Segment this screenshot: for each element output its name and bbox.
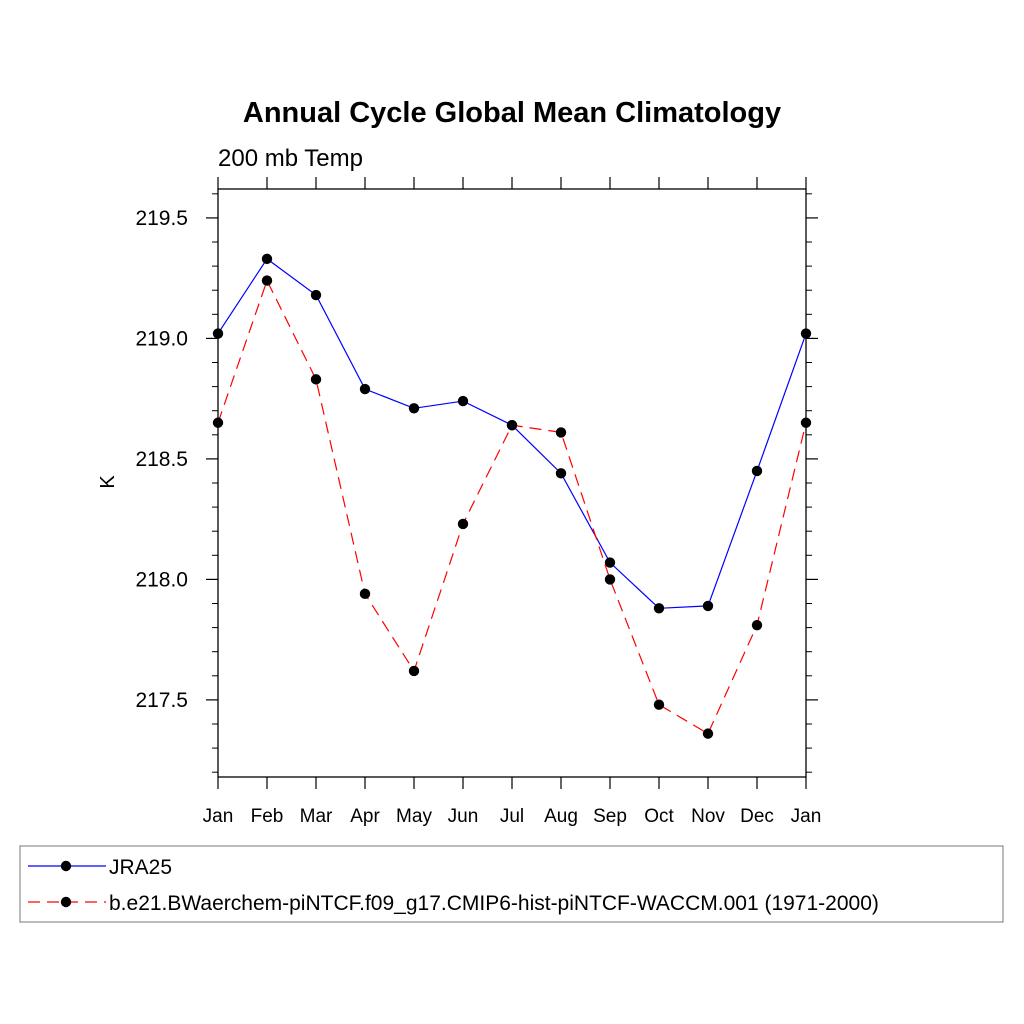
y-tick-label: 217.5 <box>135 689 188 712</box>
data-point <box>457 395 469 407</box>
series-line <box>217 279 807 735</box>
x-tick-label: Apr <box>350 806 380 827</box>
data-point <box>555 427 567 438</box>
chart-title: Annual Cycle Global Mean Climatology <box>243 97 781 129</box>
y-axis: 217.5 218.0 218.5 219.0 219.5 <box>135 193 818 773</box>
data-point <box>506 419 518 431</box>
data-point <box>359 383 371 395</box>
data-point <box>408 665 420 677</box>
x-tick-label: Mar <box>300 806 333 827</box>
series-line <box>217 258 807 609</box>
x-tick-label: Nov <box>691 806 725 827</box>
data-point <box>702 728 714 739</box>
legend-marker <box>60 860 72 872</box>
plot-border <box>217 188 807 778</box>
x-tick-label: May <box>396 806 432 827</box>
data-point <box>653 699 665 710</box>
data-point <box>800 328 812 339</box>
data-point <box>604 574 616 585</box>
legend-label: JRA25 <box>109 856 172 879</box>
data-point <box>212 328 224 339</box>
legend-marker <box>60 896 72 908</box>
data-point <box>653 603 665 614</box>
x-tick-label: Jul <box>500 806 524 827</box>
data-point <box>261 275 273 286</box>
data-point <box>702 600 714 612</box>
data-point <box>359 588 371 600</box>
data-point <box>800 417 812 428</box>
x-tick-label: Sep <box>593 806 627 827</box>
x-axis: Jan Feb Mar Apr May Jun Jul Aug Sep Oct Nov Dec Jan <box>203 177 822 827</box>
plot-frame <box>217 188 807 778</box>
data-point <box>212 417 224 428</box>
legend-item: JRA25 <box>28 856 172 879</box>
data-point <box>604 557 616 568</box>
y-tick-label: 219.5 <box>135 207 188 230</box>
x-tick-label: Jan <box>203 806 234 827</box>
x-tick-label: Aug <box>544 806 578 827</box>
series-2 <box>212 275 812 739</box>
data-point <box>261 253 273 265</box>
y-tick-label: 218.0 <box>135 568 188 591</box>
x-tick-label: Jun <box>448 806 479 827</box>
legend-label: b.e21.BWaerchem-piNTCF.f09_g17.CMIP6-his… <box>109 892 879 915</box>
data-point <box>457 518 469 530</box>
series-layer <box>212 253 812 739</box>
legend-box <box>19 845 1004 923</box>
legend: JRA25 b.e21.BWaerchem-piNTCF.f09_g17.CMIP… <box>19 845 1004 923</box>
x-tick-label: Oct <box>644 806 674 827</box>
x-tick-label: Dec <box>740 806 774 827</box>
chart-subtitle: 200 mb Temp <box>218 145 363 172</box>
legend-item: b.e21.BWaerchem-piNTCF.f09_g17.CMIP6-his… <box>28 892 879 915</box>
series-1 <box>212 253 812 614</box>
y-tick-label: 219.0 <box>135 327 188 350</box>
data-point <box>751 465 763 477</box>
data-point <box>408 403 420 414</box>
data-point <box>310 374 322 385</box>
x-tick-label: Jan <box>791 806 822 827</box>
x-tick-label: Feb <box>251 806 284 827</box>
y-axis-label: K <box>97 475 119 489</box>
data-point <box>310 289 322 301</box>
data-point <box>555 468 567 479</box>
data-point <box>751 619 763 631</box>
y-tick-label: 218.5 <box>135 448 188 471</box>
